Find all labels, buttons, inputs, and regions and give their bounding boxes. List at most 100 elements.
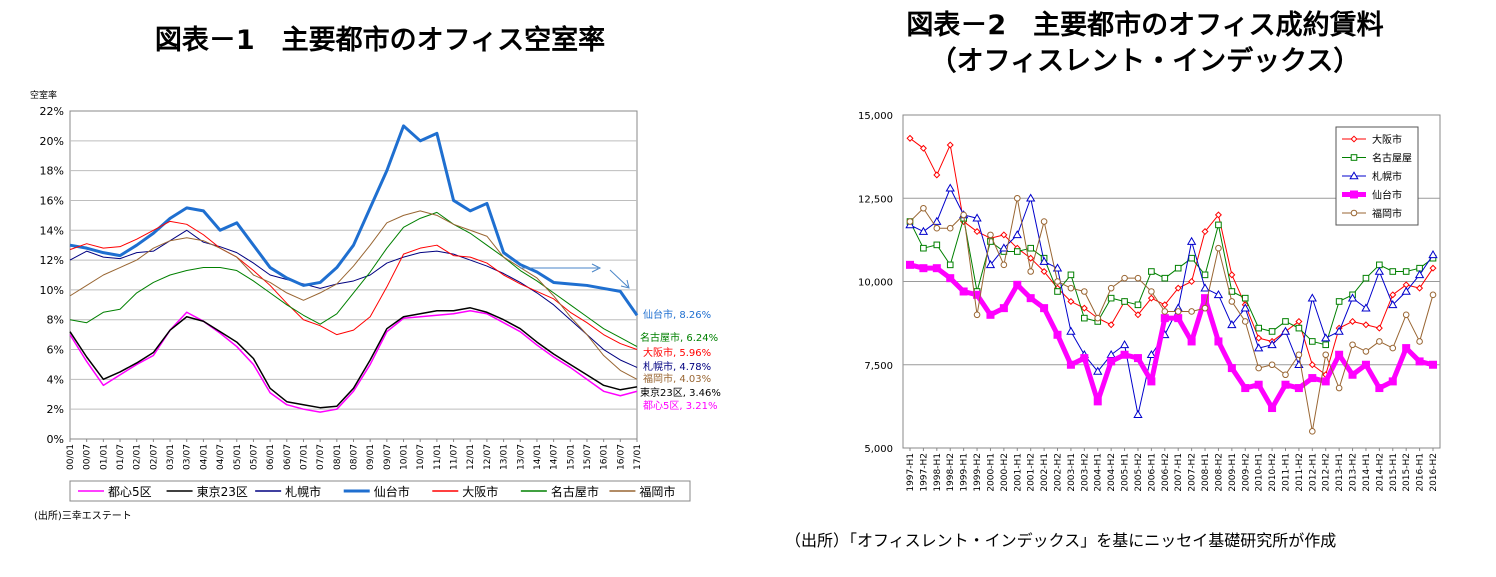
chart2-legend-label: 仙台市 <box>1372 189 1402 202</box>
chart2-series-line <box>909 137 1434 376</box>
chart2-x-tick-label: 2013-H2 <box>1349 453 1359 492</box>
chart1-x-tick-label: 14/01 <box>533 444 543 470</box>
chart2-point <box>1201 294 1210 303</box>
chart1-y-tick-label: 22% <box>40 105 64 118</box>
chart2-point <box>1254 343 1264 352</box>
chart2-point <box>1188 308 1195 315</box>
chart1-x-tick-label: 15/07 <box>583 444 593 470</box>
chart1-x-tick-label: 09/01 <box>366 444 376 470</box>
chart2-point <box>1134 274 1142 282</box>
chart2-point <box>1255 334 1263 342</box>
chart2-point <box>1416 284 1424 292</box>
chart2-point <box>973 228 981 236</box>
chart2-point <box>1295 317 1303 325</box>
chart2-point <box>1240 303 1250 312</box>
chart1-x-tick-label: 10/07 <box>416 444 426 470</box>
chart2-point <box>1066 326 1076 335</box>
chart1-x-tick-label: 12/01 <box>466 444 476 470</box>
chart2-legend-label: 札幌市 <box>1372 170 1402 183</box>
chart1-legend-label: 仙台市 <box>374 484 410 499</box>
chart2-point <box>1121 274 1128 282</box>
chart1-x-tick-label: 03/07 <box>183 444 193 470</box>
chart1-x-tick-label: 02/01 <box>133 444 143 470</box>
chart2-x-tick-label: 2006-H1 <box>1147 453 1157 492</box>
chart2-point <box>985 260 996 269</box>
chart2-point <box>1026 294 1035 303</box>
chart1-x-tick-label: 16/01 <box>600 444 610 470</box>
chart1-x-tick-label: 01/07 <box>116 444 126 470</box>
chart2-point <box>1348 370 1357 379</box>
chart2-point <box>1429 291 1437 299</box>
chart2-point <box>1107 294 1115 302</box>
chart2-x-tick-label: 2009-H1 <box>1228 453 1238 492</box>
chart1-arrow-head <box>620 279 630 289</box>
chart2-point <box>919 264 928 273</box>
chart2-point <box>1375 384 1384 393</box>
chart2-point <box>932 216 942 225</box>
chart2-series <box>906 214 1437 349</box>
chart2-point <box>1081 288 1088 295</box>
chart1-y-tick-label: 0% <box>47 433 64 446</box>
chart2-y-tick-label: 10,000 <box>858 278 893 289</box>
chart2-x-tick-label: 2011-H2 <box>1295 453 1305 492</box>
chart2-point <box>1268 328 1276 335</box>
chart2-point <box>1389 268 1397 275</box>
chart2-point <box>1350 135 1358 143</box>
chart2-title: 図表－2 主要都市のオフィス成約賃料 （オフィスレント・インデックス） <box>800 8 1490 80</box>
chart2-point <box>1040 304 1049 313</box>
chart2-point <box>1053 330 1062 339</box>
chart2-point <box>1054 288 1061 295</box>
chart2-point <box>1161 301 1169 309</box>
chart2-point <box>1350 190 1358 199</box>
chart2-point <box>1013 280 1022 289</box>
chart1-x-tick-label: 11/07 <box>450 444 460 470</box>
chart1-legend-label: 名古屋市 <box>551 484 599 499</box>
chart1-y-tick-label: 2% <box>47 403 64 416</box>
chart2-point <box>1362 348 1370 355</box>
chart1-legend-label: 東京23区 <box>197 485 248 499</box>
chart2-point <box>1349 171 1359 180</box>
chart2-point <box>1215 221 1222 229</box>
chart1-legend-label: 大阪市 <box>462 484 498 499</box>
chart2-point <box>1147 294 1155 302</box>
chart2-point <box>1188 277 1196 286</box>
chart2-point <box>1160 314 1169 323</box>
chart1-x-tick-label: 03/01 <box>166 444 176 470</box>
chart2-point <box>1188 254 1195 262</box>
chart2-x-tick-label: 2015-H1 <box>1389 453 1399 492</box>
chart2-point <box>1402 268 1410 275</box>
chart2-point <box>1186 236 1197 245</box>
chart2-point <box>1040 268 1048 276</box>
chart1-y-axis-label: 空室率 <box>30 89 57 101</box>
chart2-legend-label: 福岡市 <box>1372 207 1402 220</box>
chart2-point <box>1027 254 1035 262</box>
chart1-series-line <box>69 307 638 409</box>
chart1-arrow-head <box>591 263 602 273</box>
chart2-point <box>1362 274 1370 282</box>
chart2-point <box>1255 324 1262 332</box>
chart2-y-tick-label: 5,000 <box>864 444 893 455</box>
chart1-y-tick-label: 8% <box>47 314 64 327</box>
chart2-point <box>1335 384 1343 392</box>
chart2-point <box>1080 354 1089 363</box>
chart2-point <box>1080 304 1088 312</box>
chart2-point <box>1133 354 1142 363</box>
chart2-point <box>960 211 967 219</box>
chart2-point <box>1147 377 1156 386</box>
chart1-end-label: 名古屋市, 6.24% <box>640 331 718 344</box>
chart1-x-tick-label: 13/01 <box>500 444 510 470</box>
chart2-point <box>1347 293 1358 302</box>
chart2-point <box>1374 266 1385 275</box>
chart2-x-tick-label: 2012-H2 <box>1322 453 1332 492</box>
chart2-point <box>1254 380 1263 389</box>
chart2-x-tick-label: 2015-H2 <box>1402 453 1412 492</box>
chart2-x-tick-label: 2013-H1 <box>1335 453 1345 492</box>
chart2-point <box>1349 317 1357 325</box>
chart2-x-tick-label: 2000-H1 <box>986 453 996 492</box>
chart2-point <box>946 274 955 283</box>
chart2-point <box>1295 324 1303 332</box>
chart1-x-tick-label: 00/01 <box>66 444 76 470</box>
chart2-point <box>1241 384 1250 393</box>
chart2-point <box>1134 311 1142 319</box>
chart2-x-tick-label: 2002-H2 <box>1054 453 1064 492</box>
